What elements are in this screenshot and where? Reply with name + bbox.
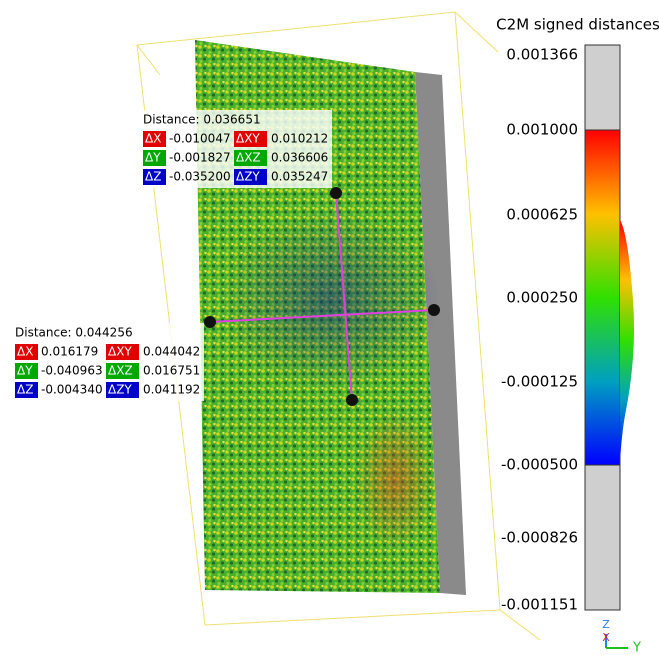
badge-text: ΔX xyxy=(17,345,33,359)
scale-label: -0.000125 xyxy=(501,373,578,391)
axis-label: X xyxy=(602,631,610,644)
label-value: -0.040963 xyxy=(41,364,103,378)
label-value: -0.004340 xyxy=(41,383,103,397)
label-title: Distance: 0.044256 xyxy=(15,326,133,340)
badge-text: ΔZ xyxy=(17,383,33,397)
scale-label: -0.000826 xyxy=(501,529,578,547)
axis-label: Z xyxy=(602,618,610,631)
axis-label: Y xyxy=(632,641,641,655)
badge xyxy=(234,169,267,185)
scale-label: 0.001366 xyxy=(506,46,578,64)
badge-text: ΔY xyxy=(17,364,33,378)
label-value: 0.010212 xyxy=(271,132,328,146)
label-title: Distance: 0.036651 xyxy=(143,113,261,127)
point[interactable] xyxy=(428,304,440,316)
label-value: 0.016179 xyxy=(41,345,98,359)
picked-points xyxy=(204,187,440,406)
badge xyxy=(143,131,166,147)
badge xyxy=(15,363,38,379)
point[interactable] xyxy=(330,187,342,199)
histogram xyxy=(620,220,635,460)
scale-label: 0.000625 xyxy=(506,206,578,224)
distance-label: Distance: 0.036651 ΔX -0.010047 ΔXY 0.010212… xyxy=(140,110,332,188)
badge-text: ΔY xyxy=(145,151,161,165)
distance-label: Distance: 0.044256 ΔX 0.016179 ΔXY 0.044042 Δ… xyxy=(12,323,204,401)
badge xyxy=(143,150,166,166)
scale-label: -0.001151 xyxy=(501,596,578,614)
badge-text: ΔZY xyxy=(236,170,260,184)
badge xyxy=(15,382,38,398)
axis-triad: Z X Y xyxy=(602,618,641,655)
bounding-box xyxy=(136,11,541,641)
cloud-region xyxy=(355,410,435,550)
label-value: 0.016751 xyxy=(143,364,200,378)
scale-ramp xyxy=(584,129,621,466)
label-value: 0.036606 xyxy=(271,151,328,165)
badge-text: ΔXY xyxy=(236,132,260,146)
badge-text: ΔZ xyxy=(145,170,161,184)
badge xyxy=(106,363,139,379)
badge xyxy=(106,382,139,398)
label-value: -0.001827 xyxy=(169,151,231,165)
mesh xyxy=(415,72,466,595)
point[interactable] xyxy=(204,316,216,328)
badge-text: ΔXZ xyxy=(236,151,261,165)
measure-lines xyxy=(209,192,435,401)
scale-label: 0.000250 xyxy=(506,289,578,307)
scale-label: -0.000500 xyxy=(501,456,578,474)
badge-text: ΔXZ xyxy=(108,364,133,378)
label-value: -0.010047 xyxy=(169,132,231,146)
label-value: 0.035247 xyxy=(271,170,328,184)
scale-title: C2M signed distances xyxy=(496,16,659,34)
label-value: 0.041192 xyxy=(143,383,200,397)
point[interactable] xyxy=(346,394,358,406)
scale-label: 0.001000 xyxy=(506,121,578,139)
cloud-region xyxy=(220,210,440,390)
badge-text: ΔXY xyxy=(108,345,132,359)
label-value: -0.035200 xyxy=(169,170,231,184)
badge xyxy=(234,150,267,166)
badge-text: ΔZY xyxy=(108,383,132,397)
badge xyxy=(15,344,38,360)
badge xyxy=(143,169,166,185)
badge xyxy=(234,131,267,147)
label-value: 0.044042 xyxy=(143,345,200,359)
badge xyxy=(106,344,139,360)
badge-text: ΔX xyxy=(145,132,161,146)
